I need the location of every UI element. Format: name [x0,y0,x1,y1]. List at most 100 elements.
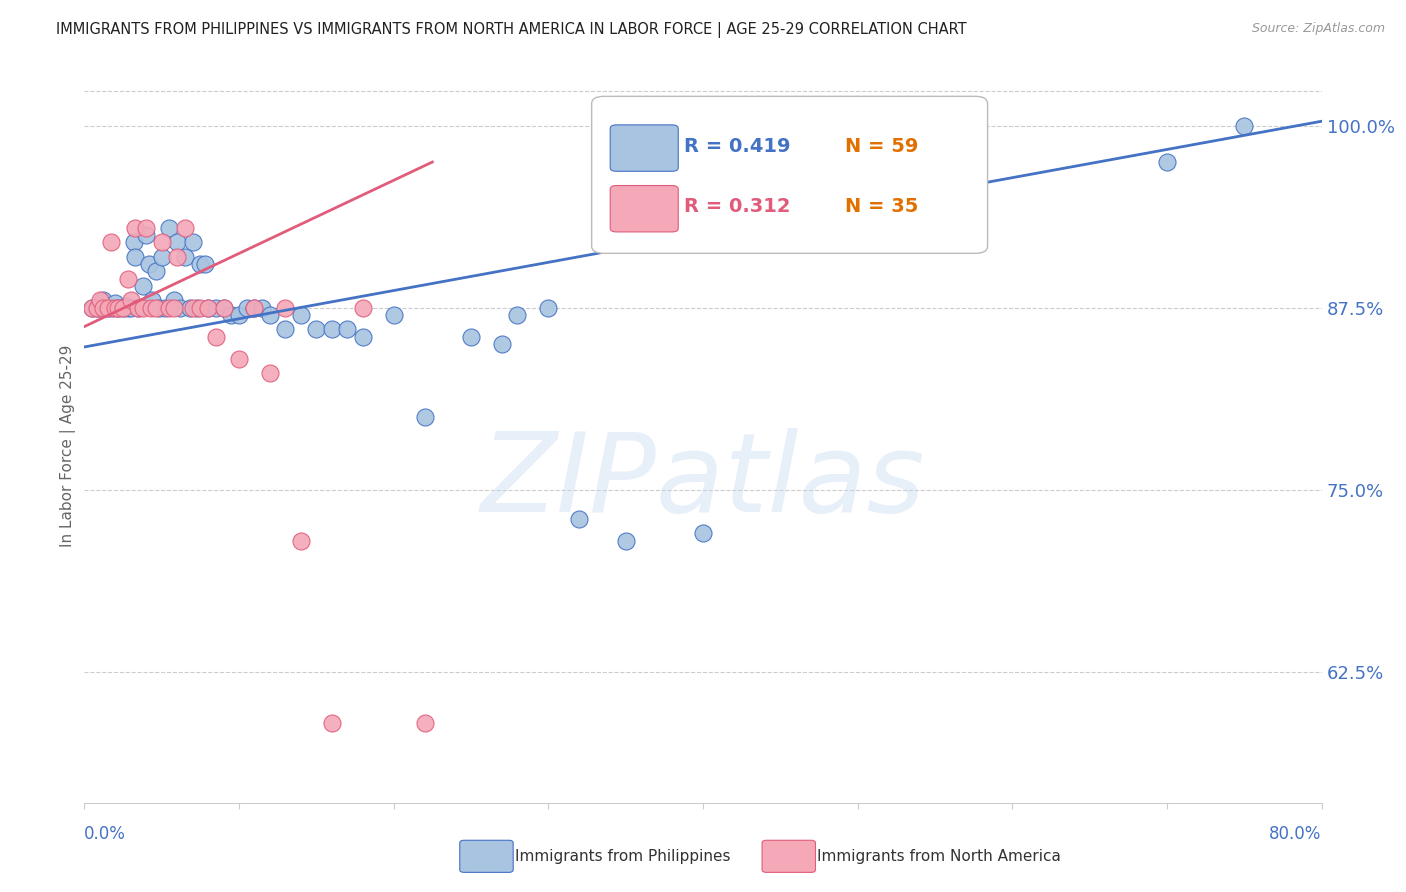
Point [1233,119,1256,133]
Point [104,296,127,310]
Point [413,715,436,730]
Point [117,271,139,285]
Point [174,220,197,235]
Point [205,330,228,344]
Point [274,301,297,315]
Point [96,301,118,315]
Point [124,250,146,264]
Point [82,301,104,315]
Point [112,301,135,315]
Point [101,301,124,315]
Point [181,301,204,315]
Point [250,301,273,315]
Point [169,301,191,315]
Point [159,220,180,235]
Point [188,257,211,271]
Point [86,301,108,315]
Point [135,227,157,242]
Point [537,301,560,315]
Point [159,301,180,315]
Point [259,308,281,322]
Text: N = 59: N = 59 [845,136,918,156]
Point [115,299,138,313]
Point [127,301,149,315]
Point [145,264,167,278]
Point [153,301,176,315]
Point [290,533,312,548]
Point [150,235,173,249]
Text: 80.0%: 80.0% [1270,825,1322,843]
Point [139,301,162,315]
Point [243,301,266,315]
Point [228,351,250,366]
Point [274,322,297,336]
Point [212,301,235,315]
Point [614,533,637,548]
Point [166,250,188,264]
Point [219,308,242,322]
Text: Source: ZipAtlas.com: Source: ZipAtlas.com [1251,22,1385,36]
Point [135,220,157,235]
Point [336,322,359,336]
Point [259,366,281,380]
Point [352,301,374,315]
Point [413,409,436,424]
Point [321,715,343,730]
Point [124,220,146,235]
Point [91,301,114,315]
Point [188,301,211,315]
Point [107,301,129,315]
Point [89,301,111,315]
Point [122,235,145,249]
Text: Immigrants from North America: Immigrants from North America [817,849,1060,863]
Point [692,526,714,541]
Point [166,235,188,249]
Point [132,278,155,293]
Point [107,301,129,315]
Point [104,301,127,315]
Point [506,308,529,322]
Text: N = 35: N = 35 [845,197,918,217]
Text: R = 0.312: R = 0.312 [685,197,792,217]
FancyBboxPatch shape [610,125,678,171]
Point [150,250,173,264]
Point [1156,155,1178,169]
Point [205,301,228,315]
Point [120,293,142,308]
Point [212,301,235,315]
Point [163,301,186,315]
Point [290,308,312,322]
Point [197,301,219,315]
Point [132,301,155,315]
FancyBboxPatch shape [610,186,678,232]
Point [228,308,250,322]
Y-axis label: In Labor Force | Age 25-29: In Labor Force | Age 25-29 [60,345,76,547]
Text: ZIPatlas: ZIPatlas [481,428,925,535]
Text: Immigrants from Philippines: Immigrants from Philippines [515,849,730,863]
Point [141,293,163,308]
Point [181,235,204,249]
Point [112,301,135,315]
Point [352,330,374,344]
Point [96,301,118,315]
Point [145,301,167,315]
Point [163,293,186,308]
Point [235,301,259,315]
Point [127,301,149,315]
Point [305,322,328,336]
Point [100,235,122,249]
Point [91,293,114,308]
Point [460,330,482,344]
Point [86,301,108,315]
Point [174,250,197,264]
Point [186,301,208,315]
Point [321,322,343,336]
Text: R = 0.419: R = 0.419 [685,136,792,156]
Point [148,301,170,315]
Point [568,512,591,526]
Point [117,301,139,315]
Point [491,337,513,351]
Point [179,301,201,315]
Point [194,257,217,271]
Point [89,293,111,308]
